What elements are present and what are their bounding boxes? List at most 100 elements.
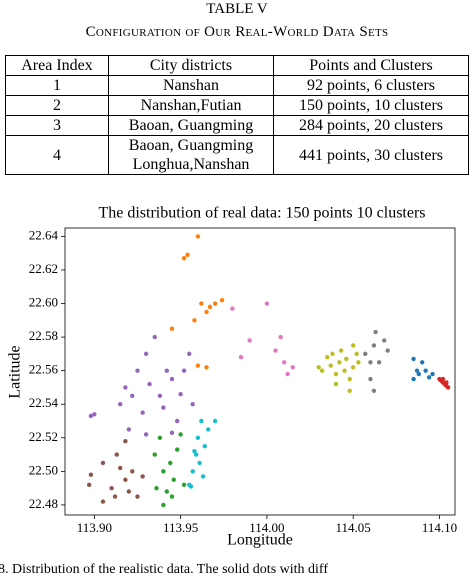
- point: [363, 351, 368, 357]
- point: [143, 432, 149, 437]
- point: [178, 391, 183, 397]
- point: [420, 360, 425, 365]
- point: [109, 485, 114, 491]
- figure-caption: 8. Distribution of the realistic data. T…: [0, 562, 328, 576]
- point: [147, 381, 152, 387]
- y-tick-label: 22.58: [29, 328, 58, 343]
- point: [114, 452, 119, 457]
- point: [92, 412, 97, 417]
- point: [247, 338, 252, 343]
- point: [192, 449, 197, 454]
- point: [190, 402, 195, 407]
- table-cell: Baoan, Guangming Longhua,Nanshan: [108, 135, 274, 175]
- point: [371, 388, 377, 394]
- cell-text: 3: [53, 117, 61, 134]
- point: [445, 385, 451, 390]
- cell-text: 4: [53, 146, 61, 164]
- cell-text: 2: [53, 97, 61, 114]
- point: [219, 297, 225, 303]
- y-tick-label: 22.50: [29, 462, 58, 477]
- point: [157, 435, 163, 440]
- point: [333, 381, 339, 387]
- y-tick-label: 22.60: [29, 295, 58, 310]
- point: [169, 326, 175, 331]
- x-axis-label: Longitude: [227, 532, 293, 549]
- point: [344, 356, 349, 362]
- cell-text: 441 points, 30 clusters: [299, 146, 443, 164]
- point: [204, 365, 209, 370]
- point: [193, 452, 199, 457]
- point: [414, 368, 420, 373]
- point: [440, 376, 446, 382]
- point: [338, 348, 344, 353]
- point: [130, 393, 135, 399]
- table-body: 1 Nanshan 92 points, 6 clusters 2 Nanshan,Fu…: [5, 75, 469, 175]
- point: [212, 418, 218, 424]
- header-cell: City districts: [108, 55, 274, 76]
- point: [342, 368, 347, 373]
- point: [368, 376, 373, 382]
- table-cell: Nanshan,Futian: [108, 95, 274, 116]
- point: [86, 482, 92, 487]
- point: [264, 301, 270, 306]
- point: [328, 363, 333, 368]
- cell-text: Baoan, Guangming: [128, 137, 254, 154]
- x-tick-label: 114.00: [249, 520, 284, 535]
- point: [330, 351, 335, 357]
- chart-title: The distribution of real data: 150 point…: [98, 205, 425, 222]
- point: [164, 368, 170, 373]
- point: [169, 430, 175, 435]
- plot-frame: [64, 227, 456, 516]
- point: [385, 348, 390, 353]
- point: [207, 304, 213, 310]
- point: [230, 306, 235, 311]
- point: [135, 368, 140, 373]
- point: [123, 477, 128, 482]
- point: [130, 469, 135, 474]
- point: [190, 469, 195, 474]
- table-cell: 441 points, 30 clusters: [273, 135, 469, 175]
- point: [411, 356, 416, 362]
- cell-text: Nanshan,Futian: [140, 97, 242, 114]
- point: [140, 474, 145, 479]
- y-tick-label: 22.64: [29, 227, 59, 242]
- point: [154, 485, 159, 491]
- cell-text: 1: [53, 77, 61, 94]
- point: [100, 499, 106, 504]
- point: [368, 360, 373, 365]
- point: [347, 376, 352, 382]
- x-tick-label: 114.10: [422, 520, 457, 535]
- table-cell: 284 points, 20 clusters: [273, 115, 469, 136]
- table-title: Configuration of Our Real-World Data Set…: [85, 24, 389, 40]
- point: [152, 452, 157, 457]
- point: [371, 343, 377, 348]
- point: [161, 469, 166, 474]
- point: [195, 363, 201, 368]
- point: [161, 502, 166, 508]
- cell-text: 284 points, 20 clusters: [299, 117, 443, 134]
- point: [88, 413, 94, 419]
- point: [206, 427, 211, 432]
- x-tick-label: 113.90: [77, 520, 112, 535]
- point: [152, 334, 157, 340]
- point: [123, 385, 128, 390]
- point: [192, 318, 197, 323]
- point: [273, 348, 278, 353]
- point: [281, 360, 287, 365]
- point: [199, 418, 204, 424]
- point: [347, 388, 352, 394]
- point: [100, 460, 106, 466]
- point: [356, 360, 361, 365]
- point: [319, 368, 325, 373]
- point: [112, 494, 118, 499]
- point: [426, 375, 432, 380]
- table-cell: 4: [5, 135, 109, 175]
- table-label: TABLE V: [206, 1, 268, 17]
- point: [285, 371, 290, 377]
- point: [178, 432, 183, 437]
- point: [350, 343, 356, 348]
- point: [195, 234, 201, 239]
- point: [188, 484, 194, 489]
- point: [411, 376, 416, 382]
- table-row: 4 Baoan, Guangming Longhua,Nanshan 441 poin…: [5, 135, 469, 175]
